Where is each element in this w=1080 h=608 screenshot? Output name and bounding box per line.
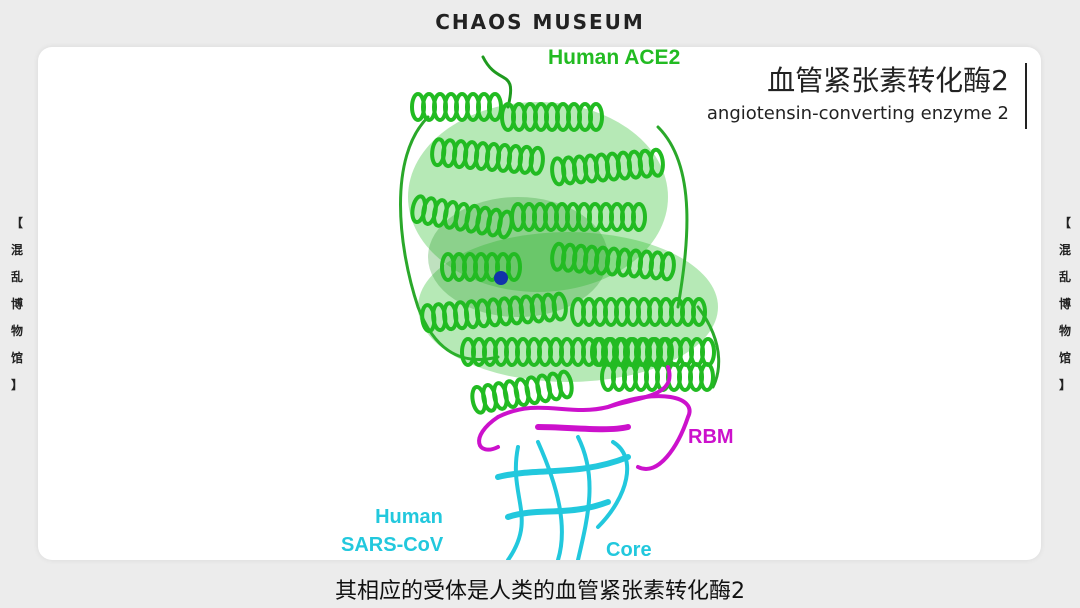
helix-coil bbox=[410, 92, 503, 122]
human-label: Human bbox=[375, 506, 443, 528]
protein-structure-illustration bbox=[399, 55, 721, 560]
ace2-label: Human ACE2 bbox=[548, 47, 681, 69]
helix-coil bbox=[470, 369, 574, 415]
side-char: 】 bbox=[10, 378, 23, 392]
side-char: 【 bbox=[10, 216, 23, 230]
side-char: 乱 bbox=[10, 270, 23, 284]
helix-coil bbox=[440, 252, 522, 282]
helix-coil bbox=[410, 194, 514, 240]
helix-coil bbox=[570, 297, 707, 327]
core-label: Core bbox=[606, 539, 652, 560]
side-char: 馆 bbox=[1058, 351, 1071, 365]
helix-coil bbox=[550, 147, 665, 187]
helix-coil bbox=[550, 241, 676, 282]
side-char: 乱 bbox=[1058, 270, 1071, 284]
helix-coil bbox=[430, 137, 545, 176]
side-label-left: 【 混 乱 博 物 馆 】 bbox=[6, 214, 28, 393]
ace2-helices bbox=[410, 92, 716, 415]
helix-coil bbox=[600, 362, 715, 392]
side-char: 博 bbox=[1058, 297, 1071, 311]
term-english: angiotensin-converting enzyme 2 bbox=[706, 103, 1009, 124]
subtitle: 其相应的受体是人类的血管紧张素转化酶2 bbox=[335, 579, 745, 604]
side-char: 物 bbox=[1058, 324, 1071, 338]
side-char: 】 bbox=[1058, 378, 1071, 392]
side-char: 【 bbox=[1058, 216, 1071, 230]
rbm-label: RBM bbox=[688, 426, 734, 448]
rbm-structure bbox=[477, 365, 692, 471]
side-label-right: 【 混 乱 博 物 馆 】 bbox=[1054, 214, 1076, 393]
sars-cov-label: SARS-CoV bbox=[341, 534, 444, 556]
side-char: 博 bbox=[10, 297, 23, 311]
helix-coil bbox=[510, 202, 647, 232]
side-char: 混 bbox=[10, 243, 23, 257]
term-annotation: 血管紧张素转化酶2 angiotensin-converting enzyme … bbox=[707, 63, 1027, 129]
zinc-ion bbox=[494, 271, 508, 285]
sars-core-structure bbox=[495, 435, 631, 560]
helix-coil bbox=[500, 102, 604, 132]
term-chinese: 血管紧张素转化酶2 bbox=[767, 64, 1009, 97]
museum-title: CHAOS MUSEUM bbox=[435, 10, 645, 34]
helix-coil bbox=[420, 291, 568, 334]
ace2-structure bbox=[399, 55, 721, 389]
side-char: 物 bbox=[10, 324, 23, 338]
side-char: 混 bbox=[1058, 243, 1071, 257]
video-frame: Human ACE2 RBM Human SARS-CoV Core 血管紧张素… bbox=[38, 47, 1041, 560]
side-char: 馆 bbox=[10, 351, 23, 365]
